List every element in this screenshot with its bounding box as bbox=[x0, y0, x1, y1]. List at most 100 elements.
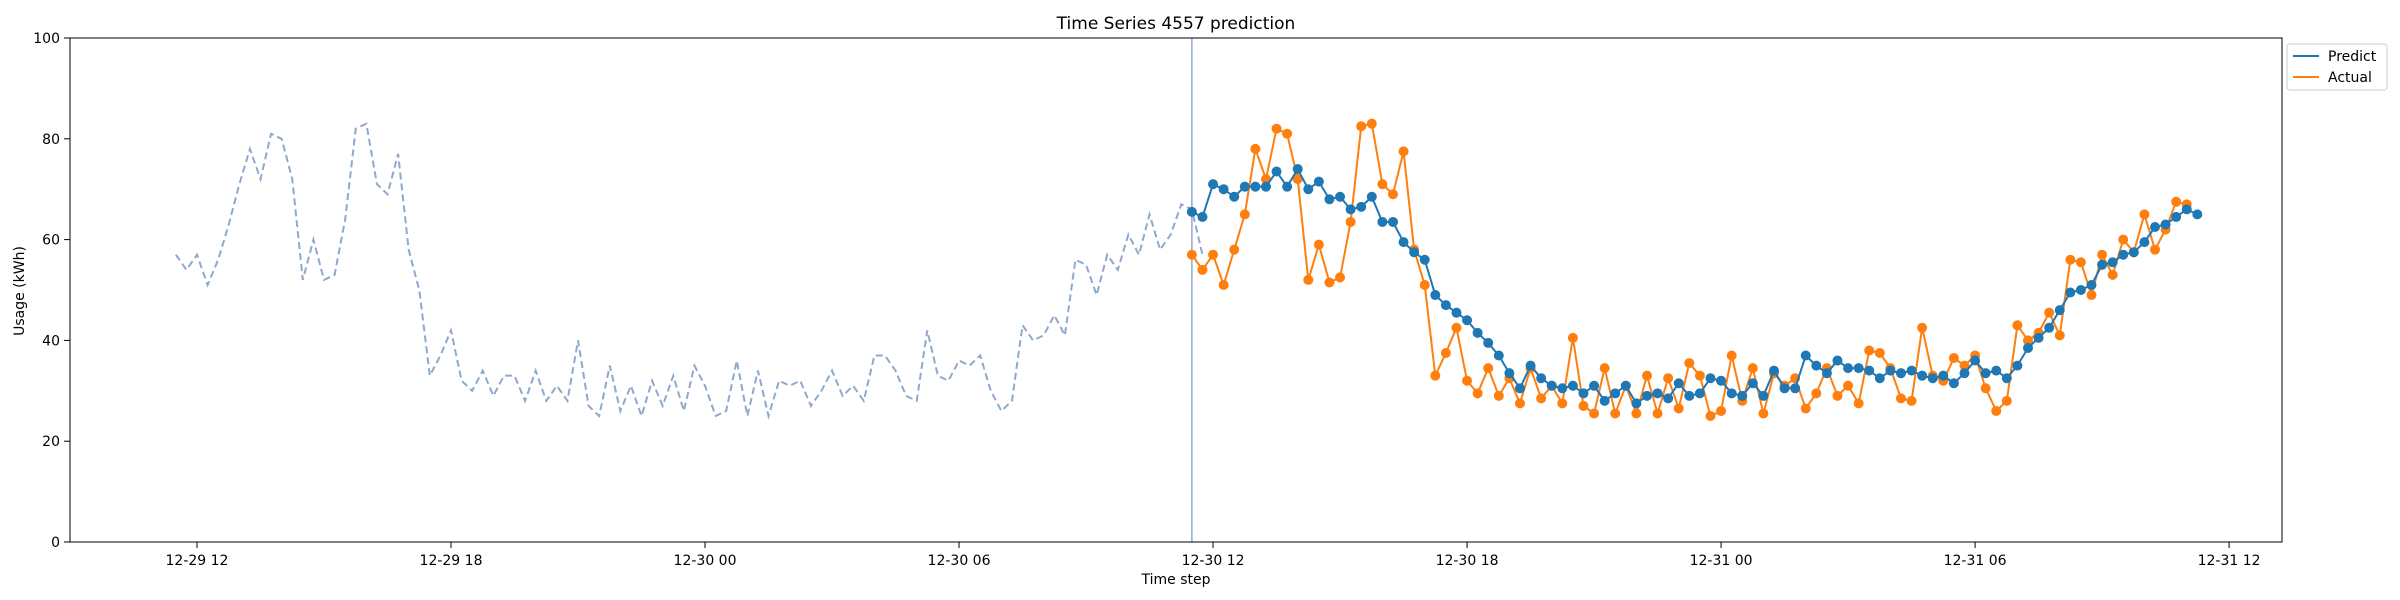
predict-point bbox=[1747, 378, 1758, 389]
predict-point bbox=[1705, 373, 1716, 384]
predict-point bbox=[1398, 237, 1409, 248]
predict-point bbox=[1737, 390, 1748, 401]
actual-point bbox=[1917, 322, 1928, 333]
predict-point bbox=[1271, 166, 1282, 177]
predict-point bbox=[1610, 388, 1621, 399]
actual-point bbox=[1758, 408, 1769, 419]
predict-point bbox=[2044, 322, 2055, 333]
chart-title: Time Series 4557 prediction bbox=[1056, 14, 1296, 34]
actual-point bbox=[2044, 307, 2055, 318]
actual-point bbox=[1832, 390, 1843, 401]
predict-point bbox=[1673, 378, 1684, 389]
predict-point bbox=[1684, 390, 1695, 401]
predict-point bbox=[1303, 184, 1314, 195]
actual-point bbox=[1250, 143, 1261, 154]
actual-point bbox=[1811, 388, 1822, 399]
actual-point bbox=[1324, 277, 1335, 288]
actual-point bbox=[1387, 189, 1398, 200]
predict-point bbox=[1335, 191, 1346, 202]
actual-point bbox=[1430, 370, 1441, 381]
actual-point bbox=[1239, 209, 1250, 220]
actual-point bbox=[1345, 216, 1356, 227]
y-tick-label: 60 bbox=[42, 233, 60, 249]
actual-point bbox=[1356, 121, 1367, 132]
y-tick-label: 40 bbox=[42, 333, 60, 349]
actual-point bbox=[1705, 411, 1716, 421]
actual-point bbox=[1282, 128, 1293, 139]
predict-point bbox=[2012, 360, 2023, 371]
legend: Predict Actual bbox=[2286, 43, 2388, 91]
predict-point bbox=[1546, 380, 1557, 391]
actual-point bbox=[1663, 373, 1674, 384]
x-tick-label: 12-30 12 bbox=[1182, 553, 1245, 569]
predict-point bbox=[1938, 370, 1949, 381]
actual-point bbox=[1895, 393, 1906, 404]
actual-point bbox=[1197, 264, 1208, 275]
predict-point bbox=[1927, 373, 1938, 384]
actual-point bbox=[1483, 363, 1494, 374]
predict-point bbox=[1864, 365, 1875, 376]
actual-point bbox=[1800, 403, 1811, 414]
predict-point bbox=[2107, 257, 2118, 268]
predict-point bbox=[1356, 201, 1367, 212]
actual-point bbox=[1271, 123, 1282, 134]
actual-point bbox=[1874, 348, 1885, 358]
predict-point bbox=[2139, 237, 2150, 248]
y-tick-label: 0 bbox=[51, 535, 60, 551]
predict-point bbox=[1991, 365, 2002, 376]
actual-point bbox=[1694, 370, 1705, 381]
predict-point bbox=[1663, 393, 1674, 404]
actual-point bbox=[1303, 274, 1314, 285]
x-tick-label: 12-30 00 bbox=[674, 553, 737, 569]
predict-point bbox=[1345, 204, 1356, 215]
predict-point bbox=[1652, 388, 1663, 399]
actual-point bbox=[1610, 408, 1621, 419]
actual-point bbox=[1440, 348, 1451, 358]
predict-point bbox=[2128, 247, 2139, 258]
actual-point bbox=[2065, 254, 2076, 265]
predict-point bbox=[1409, 247, 1420, 258]
predict-point bbox=[1419, 254, 1430, 265]
axes: 0 20 40 60 80 100 12-29 12 12-29 18 12-30 00 12-3… bbox=[33, 31, 2283, 569]
actual-point bbox=[2171, 196, 2182, 207]
predict-point bbox=[1970, 355, 1981, 366]
predict-point bbox=[1557, 383, 1568, 394]
actual-point bbox=[1493, 390, 1504, 401]
actual-point bbox=[1853, 398, 1864, 409]
actual-point bbox=[1843, 380, 1854, 391]
predict-point bbox=[1885, 365, 1896, 376]
predict-point bbox=[1514, 383, 1525, 394]
predict-point bbox=[2001, 373, 2012, 384]
predict-point bbox=[2054, 305, 2065, 316]
actual-point bbox=[1747, 363, 1758, 374]
actual-point bbox=[1864, 345, 1875, 356]
predict-point bbox=[2192, 209, 2203, 220]
predict-point bbox=[1525, 360, 1536, 371]
actual-point bbox=[2086, 290, 2097, 301]
actual-point bbox=[1419, 279, 1430, 290]
predict-point bbox=[1282, 181, 1293, 192]
predict-point bbox=[1589, 380, 1600, 391]
predict-point bbox=[2097, 259, 2108, 270]
actual-point bbox=[1906, 395, 1917, 406]
actual-point bbox=[1599, 363, 1610, 374]
actual-point bbox=[1578, 400, 1589, 411]
x-tick-label: 12-31 06 bbox=[1944, 553, 2007, 569]
actual-point bbox=[1462, 375, 1473, 386]
actual-point bbox=[2118, 234, 2129, 245]
actual-point bbox=[2054, 330, 2065, 341]
predict-point bbox=[1567, 380, 1578, 391]
predict-point bbox=[2075, 285, 2086, 295]
predict-point bbox=[1239, 181, 1250, 192]
x-tick-label: 12-30 06 bbox=[928, 553, 991, 569]
predict-point bbox=[1779, 383, 1790, 394]
predict-point bbox=[2118, 249, 2129, 260]
x-tick-label: 12-31 00 bbox=[1690, 553, 1753, 569]
actual-point bbox=[1514, 398, 1525, 409]
actual-point bbox=[1186, 249, 1197, 260]
actual-point bbox=[1229, 244, 1240, 255]
predict-point bbox=[1599, 395, 1610, 406]
predict-point bbox=[1948, 378, 1959, 389]
actual-point bbox=[1991, 405, 2002, 416]
